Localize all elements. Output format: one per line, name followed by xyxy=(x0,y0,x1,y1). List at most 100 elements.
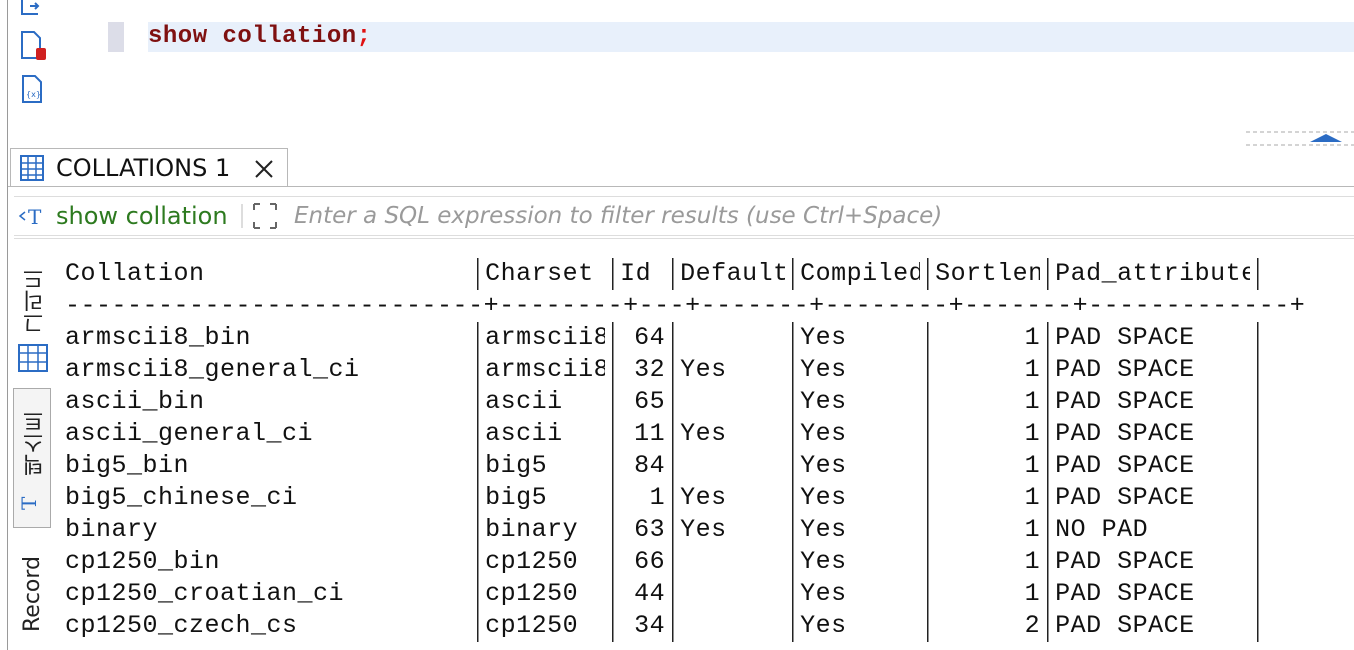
cell: cp1250_croatian_ci xyxy=(65,579,345,608)
cell: 64 xyxy=(634,323,666,352)
column-separator xyxy=(665,322,681,354)
cell: PAD SPACE xyxy=(1055,355,1195,384)
column-separator xyxy=(785,386,801,418)
cell: 1 xyxy=(1024,323,1041,352)
side-tab-record[interactable]: Record xyxy=(20,556,45,633)
separator-line: ---------------------------+--------+---… xyxy=(65,291,1306,320)
column-separator xyxy=(605,482,621,514)
close-tab[interactable] xyxy=(254,159,274,179)
column-separator xyxy=(1040,418,1056,450)
cell: Yes xyxy=(800,579,847,608)
cell: big5_chinese_ci xyxy=(65,483,298,512)
cell xyxy=(680,578,785,610)
data-row: big5_chinese_ci big5 1 Yes Yes 1 PAD SPACE xyxy=(65,482,1305,514)
column-separator xyxy=(1250,322,1266,354)
cell: cp1250_czech_cs xyxy=(65,611,298,640)
result-tab[interactable] xyxy=(10,148,288,186)
column-separator xyxy=(470,514,486,546)
data-row: big5_bin big5 84 Yes 1 PAD SPACE xyxy=(65,450,1305,482)
data-row: ascii_bin ascii 65 Yes 1 PAD SPACE xyxy=(65,386,1305,418)
side-tab-grid[interactable]: 그리드 xyxy=(23,268,48,334)
cell: PAD SPACE xyxy=(1055,451,1195,480)
column-separator xyxy=(920,322,936,354)
column-separator xyxy=(470,578,486,610)
cell xyxy=(680,610,785,642)
column-separator xyxy=(1250,450,1266,482)
query-text: show collation xyxy=(148,23,357,50)
editor-toolbar: {x} xyxy=(21,0,46,103)
column-separator xyxy=(920,258,936,290)
svg-text:{x}: {x} xyxy=(26,90,41,99)
cell: big5_bin xyxy=(65,451,190,480)
side-tab-text-box[interactable] xyxy=(13,388,51,528)
cell: cp1250 xyxy=(485,579,579,608)
column-separator xyxy=(785,482,801,514)
side-tab-text[interactable]: 텍스트 xyxy=(23,410,48,476)
cell: 1 xyxy=(1024,515,1041,544)
cell: binary xyxy=(485,515,579,544)
column-separator xyxy=(1250,386,1266,418)
cell: PAD SPACE xyxy=(1055,483,1195,512)
column-separator xyxy=(920,354,936,386)
column-separator xyxy=(665,578,681,610)
column-separator xyxy=(920,514,936,546)
column-separator xyxy=(605,322,621,354)
column-separator xyxy=(605,354,621,386)
data-row: cp1250_czech_cs cp1250 34 Yes 2 PAD SPACE xyxy=(65,610,1305,642)
column-separator xyxy=(1040,610,1056,642)
cell: ascii_general_ci xyxy=(65,419,314,448)
data-row: cp1250_croatian_ci cp1250 44 Yes 1 PAD SPACE xyxy=(65,578,1305,610)
cell xyxy=(680,546,785,578)
column-separator xyxy=(470,546,486,578)
cell: 32 xyxy=(634,355,666,384)
column-separator xyxy=(1040,578,1056,610)
column-separator xyxy=(1040,354,1056,386)
text-result: Collation Charset Id Default Compiled Sortlen… xyxy=(65,258,1305,642)
cell: 1 xyxy=(1024,579,1041,608)
cell: cp1250 xyxy=(485,611,579,640)
svg-text:T: T xyxy=(20,496,41,510)
column-separator xyxy=(470,450,486,482)
cell: binary xyxy=(65,515,159,544)
export-icon[interactable] xyxy=(21,0,40,15)
column-separator xyxy=(785,450,801,482)
cell: ascii xyxy=(485,387,563,416)
cell: 1 xyxy=(1024,355,1041,384)
column-separator xyxy=(470,418,486,450)
column-separator xyxy=(470,322,486,354)
panel-toggle[interactable] xyxy=(1246,128,1354,148)
cell: 65 xyxy=(634,387,666,416)
tab-bar-border xyxy=(8,186,1354,187)
column-separator xyxy=(665,354,681,386)
column-separator xyxy=(605,258,621,290)
line-marker xyxy=(108,22,124,52)
column-separator xyxy=(920,578,936,610)
filter-input[interactable]: Enter a SQL expression to filter results… xyxy=(294,203,943,229)
filter-expand[interactable] xyxy=(240,200,284,232)
cell: PAD SPACE xyxy=(1055,611,1195,640)
column-separator xyxy=(1250,354,1266,386)
cell: Yes xyxy=(800,355,847,384)
column-separator xyxy=(1250,578,1266,610)
cell: Yes xyxy=(800,483,847,512)
column-separator xyxy=(605,514,621,546)
column-header: Charset xyxy=(485,259,594,288)
cell: 1 xyxy=(1024,387,1041,416)
column-separator xyxy=(665,546,681,578)
sql-query[interactable]: show collation; xyxy=(148,22,372,52)
column-separator xyxy=(785,578,801,610)
tab-title: COLLATIONS 1 xyxy=(56,154,231,182)
variables-icon[interactable] xyxy=(22,75,42,103)
column-separator xyxy=(665,450,681,482)
data-row: ascii_general_ci ascii 11 Yes Yes 1 PAD SPACE xyxy=(65,418,1305,450)
column-header: Compiled xyxy=(800,259,921,288)
column-separator xyxy=(665,482,681,514)
filter-query-label[interactable]: show collation xyxy=(56,202,228,230)
column-separator xyxy=(470,354,486,386)
cell: 63 xyxy=(634,515,666,544)
cell: Yes xyxy=(680,515,727,544)
cell: armscii8_general_ci xyxy=(65,355,360,384)
column-separator xyxy=(605,610,621,642)
column-separator xyxy=(920,610,936,642)
